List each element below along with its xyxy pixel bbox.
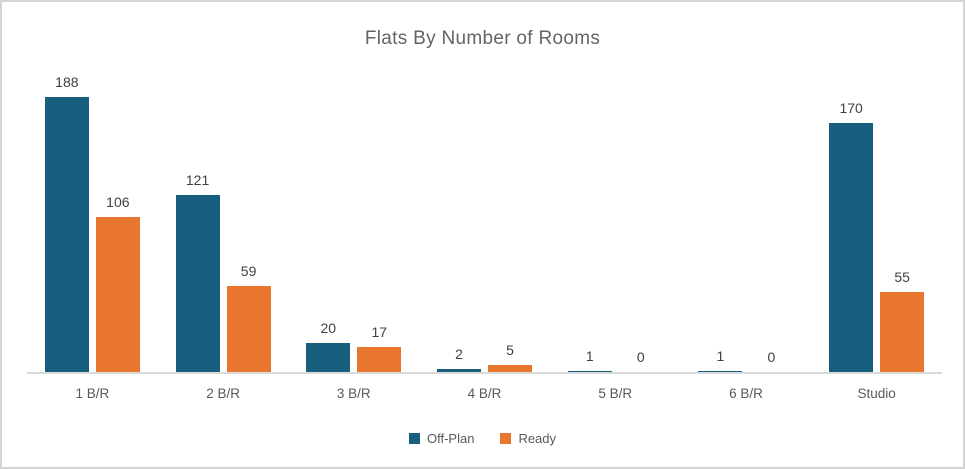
bar-unit-ready: 5 (488, 341, 533, 372)
legend-label-off-plan: Off-Plan (426, 431, 475, 446)
data-label-off-plan: 1 (585, 347, 594, 364)
bar-unit-ready: 17 (357, 323, 402, 372)
bar-unit-off-plan: 2 (437, 345, 482, 372)
x-axis-line (27, 372, 942, 374)
bar-group-studio: 170 55 (811, 64, 942, 372)
category-label-6-b-r: 6 B/R (729, 386, 763, 401)
data-label-off-plan: 188 (55, 73, 79, 90)
data-label-off-plan: 121 (185, 171, 210, 188)
bar-off-plan (306, 343, 351, 372)
x-axis-labels: 1 B/R 2 B/R 3 B/R 4 B/R 5 B/R 6 B/R Studio (27, 386, 942, 401)
category-label-studio: Studio (857, 386, 896, 401)
bar-unit-off-plan: 121 (175, 171, 220, 372)
bar-group-2-b-r: 121 59 (158, 64, 289, 372)
bar-unit-off-plan: 170 (829, 99, 874, 372)
bar-unit-ready: 106 (95, 193, 140, 372)
legend: Off-Plan Ready (2, 431, 963, 446)
bar-group-3-b-r: 20 17 (288, 64, 419, 372)
bar-unit-off-plan: 1 (567, 347, 612, 372)
plot-area: 188 106 121 59 20 17 2 5 1 0 1 0 170 55 (27, 64, 942, 372)
bar-ready (357, 347, 402, 372)
category-label-1-b-r: 1 B/R (75, 386, 110, 401)
data-label-ready: 59 (240, 262, 257, 279)
legend-item-off-plan: Off-Plan (408, 431, 475, 446)
bar-off-plan (829, 123, 874, 372)
data-label-off-plan: 20 (320, 319, 337, 336)
data-label-ready: 0 (636, 348, 645, 365)
data-label-off-plan: 1 (716, 347, 725, 364)
data-label-ready: 55 (894, 268, 910, 285)
data-label-ready: 0 (767, 348, 776, 365)
category-label-3-b-r: 3 B/R (336, 386, 371, 401)
bar-off-plan (44, 97, 89, 372)
bar-unit-ready: 55 (880, 268, 925, 372)
bar-unit-ready: 0 (619, 348, 663, 372)
category-label-5-b-r: 5 B/R (598, 386, 633, 401)
category-label-2-b-r: 2 B/R (206, 386, 240, 401)
bar-off-plan (567, 371, 612, 372)
category-label-4-b-r: 4 B/R (467, 386, 502, 401)
bar-ready (226, 286, 271, 372)
data-label-ready: 17 (371, 323, 388, 340)
bar-off-plan (437, 369, 482, 372)
legend-swatch-off-plan (408, 433, 420, 444)
chart-title: Flats By Number of Rooms (364, 28, 601, 49)
bar-off-plan (175, 195, 220, 372)
legend-label-ready: Ready (518, 431, 557, 446)
bar-unit-ready: 0 (749, 348, 793, 372)
bar-ready (488, 365, 533, 372)
legend-item-ready: Ready (500, 431, 556, 446)
bar-unit-off-plan: 20 (306, 319, 351, 372)
bar-unit-off-plan: 188 (44, 73, 89, 372)
bar-unit-off-plan: 1 (698, 347, 743, 372)
bar-unit-ready: 59 (226, 262, 271, 372)
data-label-ready: 106 (106, 193, 130, 210)
bar-ready (880, 292, 925, 372)
data-label-off-plan: 2 (455, 345, 463, 362)
bar-off-plan (698, 371, 743, 372)
bar-group-1-b-r: 188 106 (27, 64, 158, 372)
bar-ready (95, 217, 140, 372)
legend-swatch-ready (500, 433, 512, 444)
data-label-off-plan: 170 (839, 99, 863, 116)
data-label-ready: 5 (506, 341, 514, 358)
